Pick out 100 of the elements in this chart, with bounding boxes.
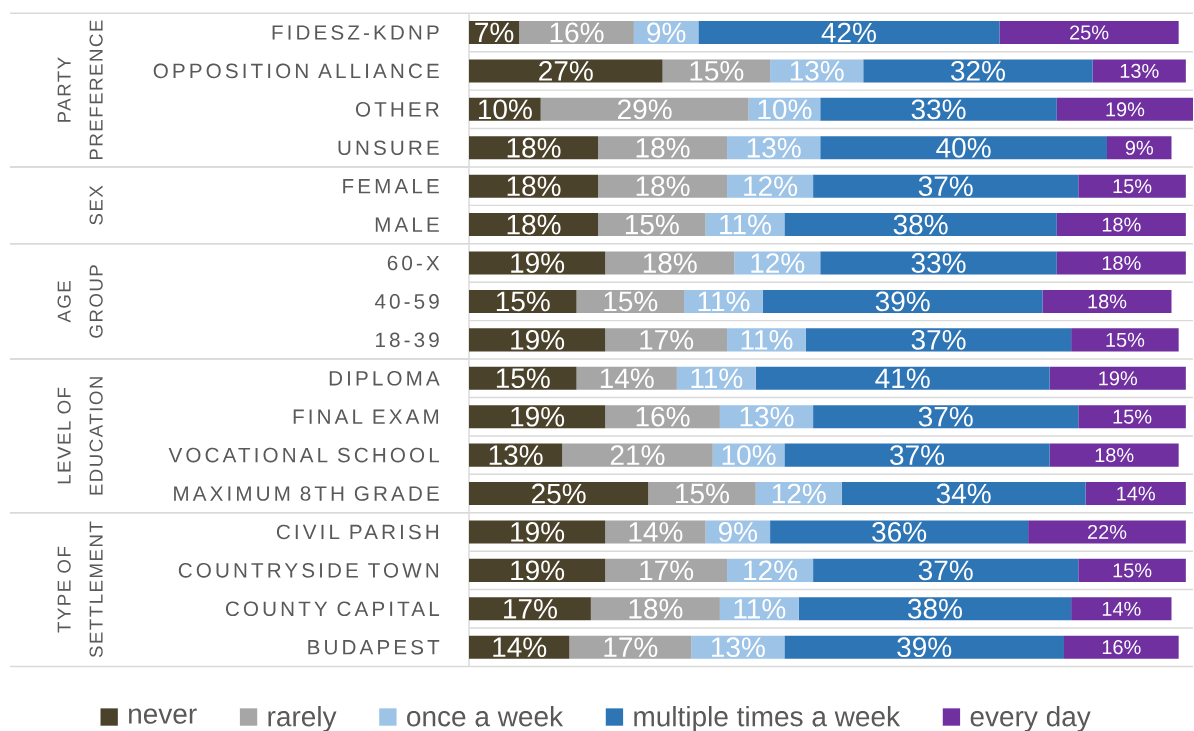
bar bbox=[1071, 597, 1172, 621]
data-label: 18% bbox=[1088, 294, 1127, 309]
data-label: 19% bbox=[511, 253, 565, 273]
data-label: 38% bbox=[893, 214, 948, 235]
data-label: 13% bbox=[711, 637, 765, 658]
data-label: 38% bbox=[908, 598, 962, 619]
bar bbox=[784, 213, 1057, 237]
bar bbox=[770, 520, 1029, 544]
bar bbox=[1078, 558, 1186, 582]
bar bbox=[784, 443, 1050, 467]
y-tick-label: COUNTRYSIDE TOWN bbox=[178, 563, 439, 578]
data-label: 14% bbox=[1117, 486, 1155, 501]
data-label: 40% bbox=[936, 137, 991, 158]
bar bbox=[820, 97, 1057, 121]
bar bbox=[813, 405, 1079, 429]
data-label: 18% bbox=[1095, 448, 1134, 463]
bar bbox=[1092, 59, 1186, 83]
data-label: 11% bbox=[734, 598, 786, 619]
bar bbox=[813, 558, 1079, 582]
data-label: 14% bbox=[493, 637, 547, 657]
data-label: 18% bbox=[507, 176, 561, 197]
data-label: 32% bbox=[951, 61, 1005, 81]
bar bbox=[562, 443, 713, 467]
data-label: 18% bbox=[636, 176, 690, 197]
bar bbox=[469, 597, 591, 621]
data-label: 27% bbox=[539, 61, 593, 81]
data-label: 33% bbox=[911, 99, 966, 120]
data-label: 37% bbox=[890, 445, 945, 466]
y-tick-label: FIDESZ-KDNP bbox=[272, 25, 439, 40]
bar bbox=[1078, 405, 1186, 429]
data-label: 14% bbox=[629, 522, 683, 542]
bar bbox=[1028, 520, 1186, 544]
data-label: 15% bbox=[625, 214, 679, 235]
data-label: 13% bbox=[747, 137, 801, 158]
bar bbox=[605, 251, 735, 275]
text: LEVEL OF EDUCATION bbox=[57, 377, 103, 495]
data-label: 39% bbox=[875, 291, 930, 312]
data-label: 22% bbox=[1087, 524, 1127, 539]
y-tick-label: CIVIL PARISH bbox=[276, 524, 439, 540]
y-tick-label: OTHER bbox=[355, 102, 439, 117]
bar bbox=[863, 59, 1093, 83]
bar bbox=[469, 482, 649, 506]
y-tick-label: VOCATIONAL SCHOOL bbox=[168, 447, 440, 463]
data-label: 11% bbox=[720, 214, 771, 235]
data-label: 11% bbox=[691, 368, 743, 389]
data-label: 17% bbox=[640, 330, 694, 350]
y-tick-label: UNSURE bbox=[338, 140, 439, 156]
data-label: 15% bbox=[1113, 409, 1152, 424]
data-label: 14% bbox=[600, 368, 654, 389]
data-label: 10% bbox=[722, 445, 776, 466]
bar bbox=[1042, 289, 1172, 313]
bar bbox=[698, 20, 1000, 45]
bar bbox=[1078, 174, 1186, 198]
data-label: 11% bbox=[698, 291, 750, 312]
data-label: 39% bbox=[897, 637, 952, 658]
y-tick-label: 18-39 bbox=[376, 332, 439, 348]
data-label: 19% bbox=[511, 329, 565, 350]
text: AGE GROUP bbox=[57, 265, 103, 338]
data-label: 19% bbox=[511, 522, 565, 542]
y-tick-label: FINAL EXAM bbox=[293, 409, 439, 424]
bar bbox=[755, 366, 1050, 390]
data-label: 11% bbox=[741, 330, 793, 350]
data-label: 18% bbox=[629, 598, 683, 619]
bar bbox=[805, 328, 1072, 352]
bar bbox=[798, 597, 1072, 621]
data-label: 7% bbox=[475, 22, 514, 43]
bar bbox=[1063, 635, 1179, 659]
data-label: 15% bbox=[1106, 332, 1145, 347]
data-label: 18% bbox=[507, 214, 561, 235]
y-tick-label: 40-59 bbox=[374, 294, 439, 309]
data-label: 10% bbox=[478, 99, 532, 120]
data-label: 13% bbox=[489, 445, 543, 466]
bar bbox=[1056, 251, 1186, 275]
data-label: 37% bbox=[918, 176, 973, 197]
bar bbox=[820, 136, 1107, 160]
data-label: 25% bbox=[1070, 25, 1109, 40]
data-label: 16% bbox=[636, 406, 690, 427]
y-tick-label: BUDAPEST bbox=[308, 639, 440, 655]
data-label: 37% bbox=[911, 329, 966, 350]
data-label: 15% bbox=[676, 483, 729, 504]
data-label: 9% bbox=[718, 522, 758, 542]
data-label: 15% bbox=[1113, 563, 1152, 578]
bar bbox=[841, 482, 1086, 506]
data-label: 25% bbox=[531, 483, 586, 504]
data-label: 37% bbox=[918, 406, 973, 427]
data-label: 42% bbox=[821, 22, 876, 43]
legend-label: never bbox=[129, 708, 197, 724]
bar bbox=[1049, 366, 1186, 390]
bar bbox=[820, 251, 1057, 275]
data-label: 34% bbox=[936, 483, 991, 504]
bar bbox=[1085, 482, 1186, 506]
data-label: 18% bbox=[643, 253, 697, 273]
data-label: 21% bbox=[610, 445, 665, 465]
data-label: 9% bbox=[647, 22, 686, 43]
data-label: 19% bbox=[1106, 102, 1145, 117]
y-tick-label: MAXIMUM 8TH GRADE bbox=[174, 486, 439, 501]
data-label: 33% bbox=[911, 253, 966, 273]
y-tick-label: DIPLOMA bbox=[329, 370, 440, 386]
y-tick-label: FEMALE bbox=[343, 179, 439, 194]
data-label: 13% bbox=[740, 406, 794, 427]
